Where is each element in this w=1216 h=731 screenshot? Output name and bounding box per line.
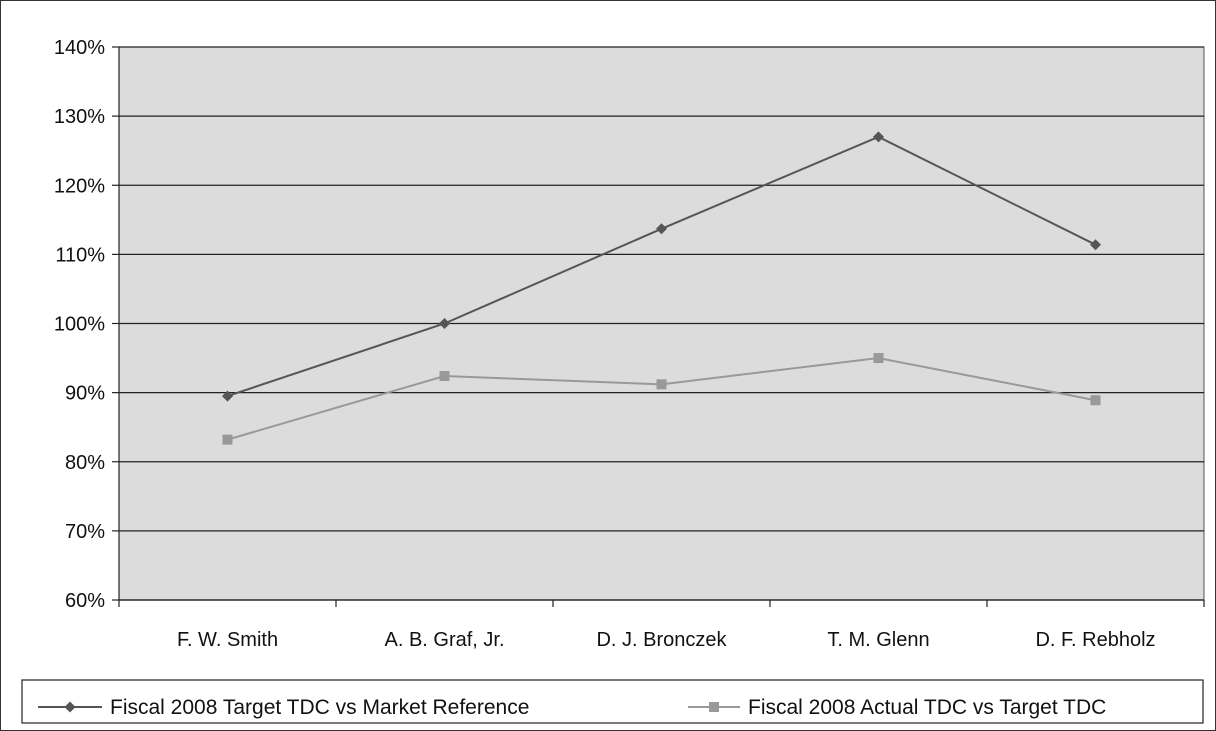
legend-swatch-marker bbox=[64, 701, 76, 713]
y-tick-label: 70% bbox=[65, 521, 105, 543]
y-tick-label: 120% bbox=[54, 175, 105, 197]
legend-swatch-marker bbox=[709, 702, 719, 712]
x-axis: F. W. Smith A. B. Graf, Jr. D. J. Bronczek… bbox=[118, 599, 1205, 651]
gridlines bbox=[119, 46, 1204, 601]
data-point bbox=[873, 131, 884, 143]
series-1 bbox=[222, 131, 1101, 402]
x-tick-label: D. F. Rebholz bbox=[1035, 629, 1155, 651]
x-tick-label: F. W. Smith bbox=[177, 629, 278, 651]
data-point bbox=[873, 353, 884, 364]
data-point bbox=[656, 223, 667, 235]
data-point bbox=[222, 390, 233, 402]
y-axis: 60% 70% 80% 90% 100% 110% 120% 130% 140% bbox=[54, 37, 120, 612]
x-tick-label: T. M. Glenn bbox=[827, 629, 929, 651]
data-point bbox=[1090, 239, 1101, 251]
data-point bbox=[222, 434, 233, 445]
data-point bbox=[439, 318, 450, 329]
data-point bbox=[1090, 395, 1101, 406]
y-tick-label: 60% bbox=[65, 590, 105, 612]
legend-item-2: Fiscal 2008 Actual TDC vs Target TDC bbox=[688, 696, 1106, 719]
y-tick-label: 130% bbox=[54, 106, 105, 128]
y-tick-label: 140% bbox=[54, 37, 105, 59]
series-layer bbox=[222, 131, 1101, 445]
legend-label: Fiscal 2008 Target TDC vs Market Referen… bbox=[110, 696, 529, 719]
x-tick-label: A. B. Graf, Jr. bbox=[384, 629, 504, 651]
data-point bbox=[656, 379, 667, 390]
legend-label: Fiscal 2008 Actual TDC vs Target TDC bbox=[748, 696, 1106, 719]
x-tick-label: D. J. Bronczek bbox=[596, 629, 727, 651]
legend: Fiscal 2008 Target TDC vs Market Referen… bbox=[21, 679, 1204, 724]
legend-box bbox=[21, 679, 1204, 724]
y-tick-label: 100% bbox=[54, 314, 105, 336]
y-tick-label: 80% bbox=[65, 452, 105, 474]
y-tick-label: 90% bbox=[65, 383, 105, 405]
series-2 bbox=[222, 353, 1101, 445]
data-point bbox=[439, 371, 450, 382]
y-tick-label: 110% bbox=[55, 244, 105, 266]
legend-item-1: Fiscal 2008 Target TDC vs Market Referen… bbox=[38, 696, 529, 719]
